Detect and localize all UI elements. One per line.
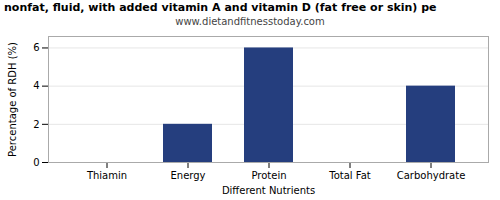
svg-text:Protein: Protein	[251, 170, 286, 181]
svg-text:Energy: Energy	[170, 170, 205, 181]
html-text:www.dietandfitnesstoday.com: www.dietandfitnesstoday.com	[175, 16, 325, 27]
svg-text:6: 6	[33, 42, 39, 53]
svg-text:Total Fat: Total Fat	[328, 170, 370, 181]
svg-text:Carbohydrate: Carbohydrate	[397, 170, 466, 181]
svg-text:Percentage of RDH (%): Percentage of RDH (%)	[7, 42, 18, 157]
svg-text:0: 0	[33, 157, 39, 168]
svg-text:4: 4	[33, 80, 39, 91]
html-text:nonfat, fluid, with added vita: nonfat, fluid, with added vitamin A and …	[4, 1, 437, 14]
svg-text:Different Nutrients: Different Nutrients	[222, 185, 315, 196]
svg-text:2: 2	[33, 119, 39, 130]
svg-text:Thiamin: Thiamin	[86, 170, 127, 181]
